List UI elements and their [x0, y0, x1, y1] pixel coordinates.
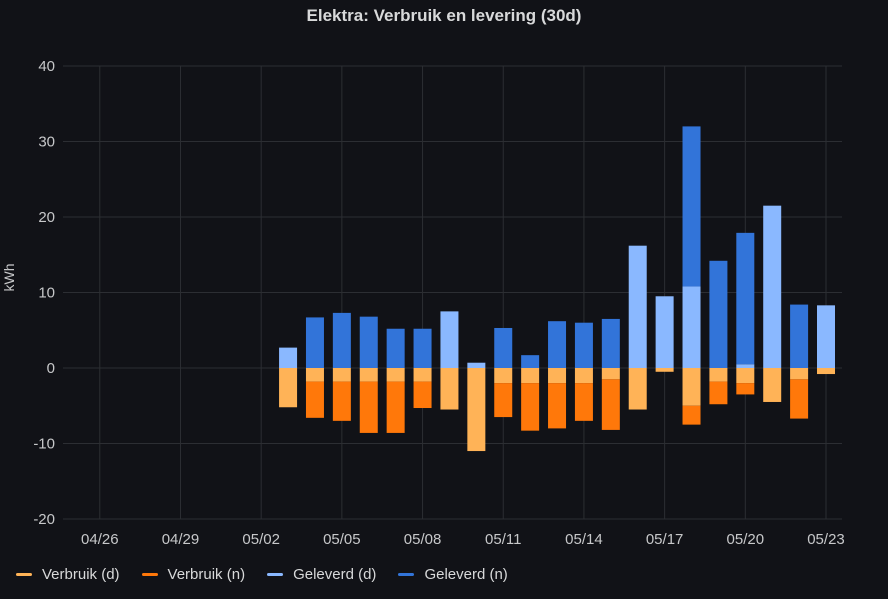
bar-verbruik-d	[386, 368, 405, 382]
legend-label: Verbruik (n)	[167, 566, 246, 583]
bar-verbruik-d	[817, 368, 835, 375]
bar-geleverd-d	[763, 205, 782, 368]
bar-geleverd-n	[521, 355, 540, 368]
legend-item[interactable]: Verbruik (d)	[16, 566, 120, 583]
bar-geleverd-d	[682, 286, 701, 368]
y-tick-label: 10	[38, 285, 55, 302]
legend: Verbruik (d) Verbruik (n) Geleverd (d) Gele…	[16, 566, 508, 583]
bar-geleverd-d	[628, 245, 647, 368]
x-tick-label: 05/11	[485, 531, 521, 548]
x-tick-label: 05/20	[727, 531, 765, 548]
bar-geleverd-d	[279, 347, 298, 368]
bar-verbruik-d	[574, 368, 593, 384]
bar-verbruik-n	[574, 383, 593, 421]
bar-verbruik-d	[440, 368, 459, 410]
legend-swatch	[398, 573, 415, 576]
y-tick-label: 0	[47, 360, 55, 377]
bar-verbruik-n	[305, 381, 324, 418]
bar-verbruik-d	[332, 368, 351, 382]
bar-verbruik-n	[736, 383, 755, 395]
legend-item[interactable]: Geleverd (d)	[267, 566, 376, 583]
bar-verbruik-n	[601, 379, 620, 430]
bar-verbruik-d	[790, 368, 809, 380]
bar-verbruik-d	[467, 368, 486, 452]
bar-verbruik-d	[628, 368, 647, 410]
bar-verbruik-n	[413, 381, 432, 409]
legend-label: Geleverd (d)	[293, 566, 377, 583]
bar-verbruik-d	[736, 368, 755, 384]
bar-verbruik-d	[548, 368, 567, 384]
bar-verbruik-d	[305, 368, 324, 382]
x-tick-label: 05/23	[807, 531, 845, 548]
bar-geleverd-d	[440, 311, 459, 368]
bar-verbruik-n	[790, 379, 809, 419]
bar-verbruik-d	[279, 368, 298, 408]
bar-geleverd-n	[386, 328, 405, 368]
x-tick-label: 05/08	[404, 531, 442, 548]
y-tick-label: 20	[38, 209, 55, 226]
bar-geleverd-n	[709, 260, 728, 368]
legend-item[interactable]: Verbruik (n)	[141, 566, 246, 583]
y-tick-label: -20	[33, 511, 55, 528]
legend-label: Verbruik (d)	[42, 566, 120, 583]
bar-geleverd-n	[790, 304, 809, 368]
bar-geleverd-n	[413, 328, 432, 368]
bar-geleverd-n	[736, 232, 755, 365]
x-tick-label: 04/26	[81, 531, 119, 548]
legend-label: Geleverd (n)	[424, 566, 508, 583]
bar-geleverd-n	[548, 321, 567, 368]
bar-verbruik-n	[332, 381, 351, 421]
bar-verbruik-n	[682, 405, 701, 425]
y-tick-label: 40	[38, 58, 55, 75]
bar-verbruik-d	[359, 368, 378, 382]
x-tick-label: 05/14	[565, 531, 603, 548]
bar-geleverd-n	[601, 318, 620, 368]
bar-geleverd-d	[467, 362, 486, 368]
bar-geleverd-d	[817, 305, 835, 368]
bar-geleverd-n	[494, 327, 513, 368]
chart-title: Elektra: Verbruik en levering (30d)	[306, 6, 582, 25]
x-tick-label: 05/05	[323, 531, 361, 548]
bar-geleverd-n	[359, 316, 378, 368]
bar-verbruik-d	[521, 368, 540, 384]
bar-verbruik-d	[655, 368, 674, 372]
bar-verbruik-d	[413, 368, 432, 382]
y-tick-label: -10	[33, 436, 55, 453]
y-axis-label: kWh	[1, 264, 17, 292]
bar-verbruik-d	[682, 368, 701, 406]
bar-geleverd-d	[655, 296, 674, 368]
bar-verbruik-n	[548, 383, 567, 429]
legend-swatch	[267, 573, 284, 576]
bar-verbruik-d	[763, 368, 782, 402]
legend-swatch	[16, 573, 32, 576]
bar-verbruik-n	[359, 381, 378, 433]
bar-geleverd-n	[682, 126, 701, 287]
bar-geleverd-n	[305, 317, 324, 368]
bar-geleverd-n	[332, 312, 351, 368]
bar-verbruik-n	[521, 383, 540, 431]
bar-verbruik-d	[709, 368, 728, 382]
x-tick-label: 04/29	[162, 531, 200, 548]
bar-verbruik-n	[386, 381, 405, 433]
x-tick-label: 05/02	[242, 531, 280, 548]
y-tick-label: 30	[38, 134, 55, 151]
x-tick-label: 05/17	[646, 531, 684, 548]
bar-verbruik-n	[494, 383, 513, 418]
legend-item[interactable]: Geleverd (n)	[398, 566, 508, 583]
legend-swatch	[141, 573, 158, 576]
bar-verbruik-d	[494, 368, 513, 384]
bar-verbruik-n	[709, 381, 728, 405]
bar-geleverd-n	[574, 322, 593, 368]
bar-geleverd-d	[736, 364, 755, 368]
bar-chart: -20 -10 0 10 20 30 40 04/26 04/29 05/02 05/05 05/08…	[1, 58, 845, 548]
bar-verbruik-d	[601, 368, 620, 380]
